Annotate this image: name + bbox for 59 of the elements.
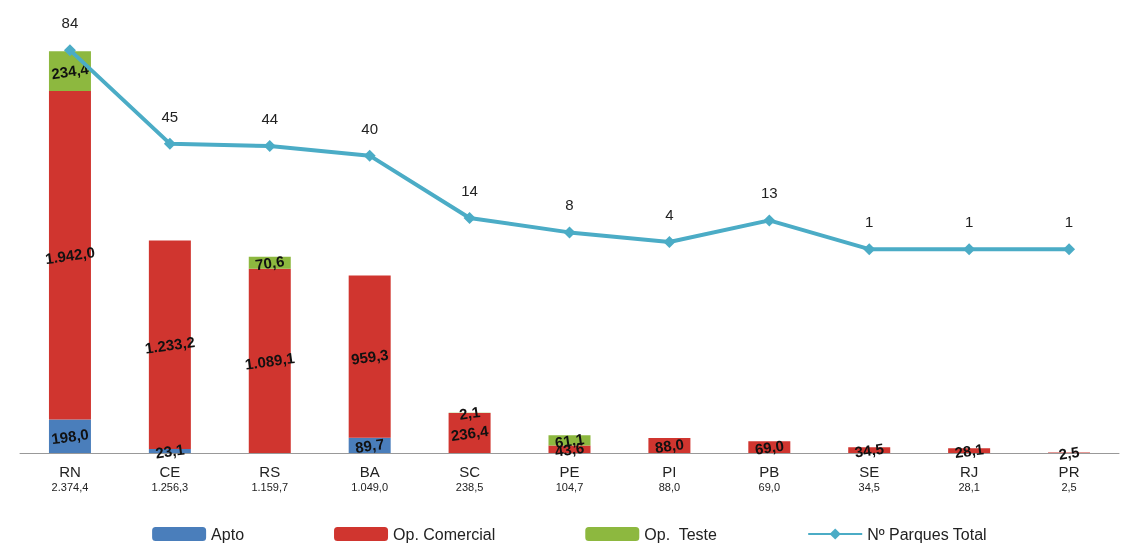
legend-label: Nº Parques Total <box>867 525 987 543</box>
legend-label: Op. Comercial <box>393 525 496 543</box>
total-label: 1.256,3 <box>151 480 189 493</box>
data-label: 23,1 <box>154 440 186 462</box>
total-label: 104,7 <box>555 480 584 493</box>
data-label: 1 <box>865 213 874 231</box>
data-label: 44 <box>261 110 279 128</box>
data-label: 84 <box>61 14 79 32</box>
data-label: 234,4 <box>50 59 91 83</box>
total-label: 2,5 <box>1061 480 1077 493</box>
point <box>763 214 776 227</box>
total-label: 28,1 <box>958 480 980 493</box>
data-label: 8 <box>565 196 574 214</box>
total-label: 34,5 <box>858 480 880 493</box>
data-label: 69,0 <box>753 436 785 458</box>
data-label: 1 <box>964 213 974 231</box>
data-label: 198,0 <box>50 425 90 448</box>
data-label: 34,5 <box>853 439 885 461</box>
data-label: 89,7 <box>354 434 386 456</box>
total-label: 88,0 <box>658 480 681 493</box>
data-label: 70,6 <box>254 252 286 274</box>
data-label: 1.089,1 <box>243 348 296 373</box>
data-label: 45 <box>161 107 179 125</box>
x-tick-label: RJ <box>959 462 979 480</box>
data-label: 1 <box>1064 213 1074 231</box>
x-tick-label: PR <box>1058 462 1080 480</box>
legend-label: Apto <box>211 525 245 543</box>
total-label: 1.049,0 <box>351 480 389 493</box>
x-tick-label: PE <box>559 462 580 480</box>
x-tick-label: SC <box>459 462 481 480</box>
data-label: 959,3 <box>349 345 390 368</box>
total-label: 1.159,7 <box>251 480 289 493</box>
total-label: 238,5 <box>455 480 484 493</box>
data-label: 4 <box>665 205 674 223</box>
point <box>663 235 676 248</box>
data-label: 236,4 <box>449 421 490 445</box>
x-tick-label: PI <box>662 462 677 480</box>
x-tick-label: PB <box>759 462 780 480</box>
data-label: 2,1 <box>458 402 482 423</box>
data-label: 88,0 <box>653 435 686 456</box>
data-label: 1.942,0 <box>44 243 96 268</box>
point <box>1063 243 1076 256</box>
data-label: 40 <box>361 119 379 137</box>
data-label: 14 <box>461 182 478 199</box>
legend-label: Op. Teste <box>644 525 718 543</box>
bar <box>348 275 391 438</box>
total-label: 2.374,4 <box>51 480 89 493</box>
x-tick-label: BA <box>359 462 380 480</box>
data-label: 28,1 <box>953 440 985 462</box>
x-tick-label: SE <box>859 462 880 480</box>
data-label: 1.233,2 <box>143 332 196 357</box>
point <box>63 44 76 57</box>
x-tick-label: CE <box>159 462 181 480</box>
x-tick-label: RS <box>259 462 281 480</box>
x-tick-label: RN <box>59 462 81 480</box>
point <box>463 212 476 224</box>
data-label: 2,5 <box>1057 442 1081 463</box>
data-label: 13 <box>760 184 778 202</box>
total-label: 69,0 <box>758 480 781 493</box>
